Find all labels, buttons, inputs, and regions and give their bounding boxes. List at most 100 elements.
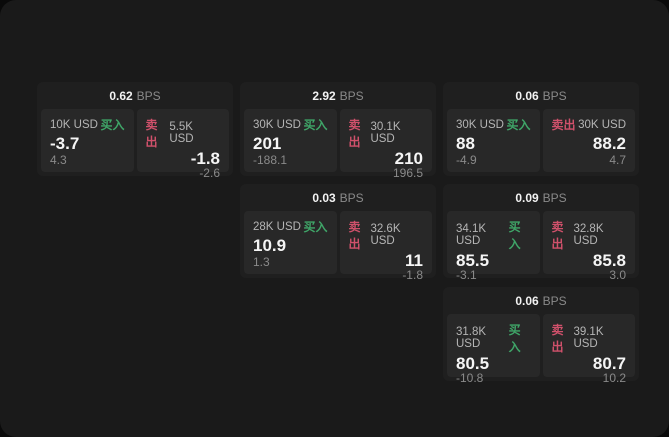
- quote-card: 0.06 BPS 31.8K USD 买入 80.5 -10.8 卖出 39.1…: [443, 287, 639, 384]
- sell-price: -1.8: [190, 149, 220, 168]
- buy-side-label: 买入: [100, 118, 125, 132]
- buy-quote-tile[interactable]: 10K USD 买入 -3.7 4.3: [41, 109, 134, 172]
- buy-side-label: 买入: [508, 220, 521, 251]
- spread-value: 0.62: [109, 88, 133, 103]
- quote-card: 0.62 BPS 10K USD 买入 -3.7 4.3 卖出 5.5K USD…: [37, 82, 233, 179]
- sell-quote-tile[interactable]: 卖出 32.8K USD 85.8 3.0: [542, 211, 635, 281]
- buy-quote-tile[interactable]: 30K USD 买入 88 -4.9: [447, 109, 540, 172]
- quote-tiles: 30K USD 买入 88 -4.9 卖出 30K USD 88.2 4.7: [443, 109, 639, 176]
- buy-tile-top: 28K USD 买入: [253, 218, 328, 235]
- sell-price: 80.7: [592, 354, 626, 373]
- sell-size-label: 30.1K USD: [370, 121, 401, 145]
- buy-price: 80.5: [456, 354, 490, 373]
- quote-card: 2.92 BPS 30K USD 买入 201 -188.1 卖出 30.1K …: [240, 82, 436, 179]
- sell-side-label: 卖出: [145, 118, 158, 149]
- sell-size-label: 32.8K USD: [573, 223, 604, 247]
- buy-side-label: 买入: [508, 323, 521, 354]
- sell-quote-tile[interactable]: 卖出 5.5K USD -1.8 -2.6: [136, 109, 229, 179]
- sell-side-label: 卖出: [348, 118, 361, 149]
- sell-tile-top: 卖出 30.1K USD: [349, 116, 424, 150]
- sell-side-label: 卖出: [551, 220, 564, 251]
- buy-size-label: 31.8K USD: [456, 326, 487, 350]
- sell-sub-value: 196.5: [392, 166, 423, 180]
- buy-sub-value: -4.9: [456, 153, 477, 167]
- buy-price: -3.7: [50, 134, 80, 153]
- sell-tile-top: 卖出 32.6K USD: [349, 218, 424, 252]
- sell-sub-value: 3.0: [609, 268, 626, 282]
- spread-header: 0.62 BPS: [37, 82, 233, 109]
- spread-unit: BPS: [542, 293, 567, 308]
- quote-tiles: 31.8K USD 买入 80.5 -10.8 卖出 39.1K USD 80.…: [443, 314, 639, 384]
- sell-tile-top: 卖出 39.1K USD: [552, 321, 627, 355]
- buy-sub-value: -3.1: [456, 268, 477, 282]
- buy-tile-top: 31.8K USD 买入: [456, 321, 531, 355]
- sell-quote-tile[interactable]: 卖出 39.1K USD 80.7 10.2: [542, 314, 635, 384]
- buy-sub-value: -10.8: [456, 371, 484, 385]
- spread-header: 2.92 BPS: [240, 82, 436, 109]
- buy-price: 10.9: [253, 236, 287, 255]
- buy-sub-value: -188.1: [253, 153, 288, 167]
- sell-sub-value: -2.6: [199, 166, 220, 180]
- buy-quote-tile[interactable]: 30K USD 买入 201 -188.1: [244, 109, 337, 172]
- spread-header: 0.06 BPS: [443, 82, 639, 109]
- sell-price: 210: [394, 149, 423, 168]
- spread-value: 0.06: [515, 88, 539, 103]
- sell-sub-value: 4.7: [609, 153, 626, 167]
- quote-card: 0.06 BPS 30K USD 买入 88 -4.9 卖出 30K USD 8…: [443, 82, 639, 176]
- buy-side-label: 买入: [303, 220, 328, 234]
- buy-side-label: 买入: [303, 118, 328, 132]
- spread-value: 0.09: [515, 190, 539, 205]
- buy-size-label: 34.1K USD: [456, 223, 487, 247]
- spread-unit: BPS: [339, 190, 364, 205]
- buy-sub-value: 1.3: [253, 255, 270, 269]
- buy-size-label: 10K USD: [50, 118, 98, 131]
- buy-sub-value: 4.3: [50, 153, 67, 167]
- buy-tile-top: 10K USD 买入: [50, 116, 125, 133]
- buy-size-label: 28K USD: [253, 220, 301, 233]
- sell-sub-value: -1.8: [402, 268, 423, 282]
- buy-size-label: 30K USD: [253, 118, 301, 131]
- buy-tile-top: 34.1K USD 买入: [456, 218, 531, 252]
- sell-side-label: 卖出: [551, 323, 564, 354]
- sell-size-label: 39.1K USD: [573, 326, 604, 350]
- spread-value: 0.03: [312, 190, 336, 205]
- sell-size-label: 5.5K USD: [169, 121, 194, 145]
- buy-side-label: 买入: [506, 118, 531, 132]
- sell-quote-tile[interactable]: 卖出 30.1K USD 210 196.5: [339, 109, 432, 179]
- quote-card: 0.09 BPS 34.1K USD 买入 85.5 -3.1 卖出 32.8K…: [443, 184, 639, 281]
- spread-header: 0.06 BPS: [443, 287, 639, 314]
- spread-unit: BPS: [339, 88, 364, 103]
- spread-value: 2.92: [312, 88, 336, 103]
- sell-tile-top: 卖出 5.5K USD: [146, 116, 221, 150]
- quote-tiles: 28K USD 买入 10.9 1.3 卖出 32.6K USD 11 -1.8: [240, 211, 436, 281]
- buy-price: 88: [456, 134, 475, 153]
- sell-sub-value: 10.2: [602, 371, 626, 385]
- quote-tiles: 34.1K USD 买入 85.5 -3.1 卖出 32.8K USD 85.8…: [443, 211, 639, 281]
- sell-price: 88.2: [592, 134, 626, 153]
- sell-price: 11: [405, 251, 423, 270]
- buy-quote-tile[interactable]: 34.1K USD 买入 85.5 -3.1: [447, 211, 540, 281]
- quote-tiles: 10K USD 买入 -3.7 4.3 卖出 5.5K USD -1.8 -2.…: [37, 109, 233, 179]
- buy-tile-top: 30K USD 买入: [456, 116, 531, 133]
- spread-unit: BPS: [542, 88, 567, 103]
- sell-size-label: 32.6K USD: [370, 223, 401, 247]
- buy-price: 201: [253, 134, 282, 153]
- spread-header: 0.09 BPS: [443, 184, 639, 211]
- spread-value: 0.06: [515, 293, 539, 308]
- quote-card: 0.03 BPS 28K USD 买入 10.9 1.3 卖出 32.6K US…: [240, 184, 436, 281]
- buy-price: 85.5: [456, 251, 490, 270]
- buy-size-label: 30K USD: [456, 118, 504, 131]
- buy-quote-tile[interactable]: 28K USD 买入 10.9 1.3: [244, 211, 337, 274]
- sell-side-label: 卖出: [551, 118, 576, 132]
- spread-header: 0.03 BPS: [240, 184, 436, 211]
- buy-tile-top: 30K USD 买入: [253, 116, 328, 133]
- sell-tile-top: 卖出 30K USD: [552, 116, 627, 133]
- spread-unit: BPS: [542, 190, 567, 205]
- sell-quote-tile[interactable]: 卖出 30K USD 88.2 4.7: [542, 109, 635, 172]
- buy-quote-tile[interactable]: 31.8K USD 买入 80.5 -10.8: [447, 314, 540, 384]
- sell-tile-top: 卖出 32.8K USD: [552, 218, 627, 252]
- quote-tiles: 30K USD 买入 201 -188.1 卖出 30.1K USD 210 1…: [240, 109, 436, 179]
- sell-quote-tile[interactable]: 卖出 32.6K USD 11 -1.8: [339, 211, 432, 281]
- sell-size-label: 30K USD: [578, 118, 626, 131]
